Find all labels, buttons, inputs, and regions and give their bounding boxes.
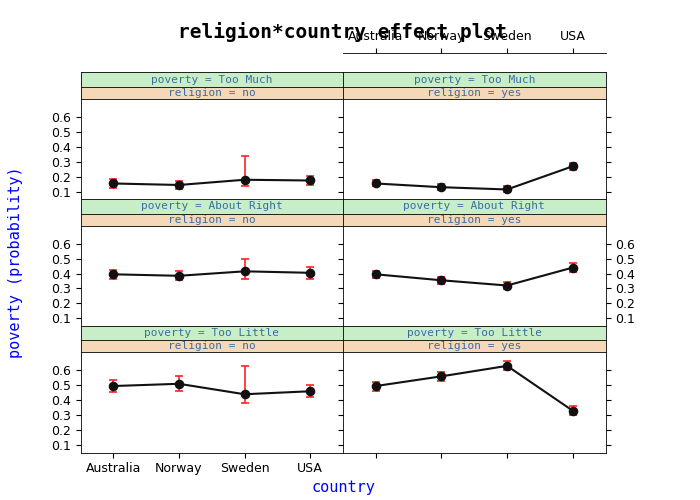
Point <box>174 181 185 189</box>
Text: religion = no: religion = no <box>168 214 256 224</box>
Point <box>239 176 250 184</box>
Point <box>108 382 119 390</box>
Point <box>436 372 447 380</box>
Point <box>304 176 316 184</box>
Point <box>108 180 119 188</box>
Text: poverty = Too Much: poverty = Too Much <box>414 75 535 85</box>
Point <box>304 388 316 396</box>
Text: religion = yes: religion = yes <box>427 214 522 224</box>
Point <box>436 276 447 284</box>
Point <box>370 180 382 188</box>
Point <box>174 272 185 280</box>
Point <box>567 406 578 414</box>
Text: religion = yes: religion = yes <box>427 88 522 98</box>
Point <box>239 390 250 398</box>
Point <box>567 264 578 272</box>
Text: poverty (probability): poverty (probability) <box>8 166 23 358</box>
Text: poverty = About Right: poverty = About Right <box>403 202 545 211</box>
Point <box>174 380 185 388</box>
Text: religion = no: religion = no <box>168 88 256 98</box>
Text: religion = no: religion = no <box>168 342 256 351</box>
Point <box>501 186 512 194</box>
Point <box>108 270 119 278</box>
Point <box>370 382 382 390</box>
Text: poverty = Too Little: poverty = Too Little <box>407 328 542 338</box>
Point <box>436 183 447 191</box>
Point <box>304 269 316 277</box>
Text: poverty = About Right: poverty = About Right <box>141 202 283 211</box>
Text: religion = yes: religion = yes <box>427 342 522 351</box>
Text: poverty = Too Much: poverty = Too Much <box>151 75 272 85</box>
Text: poverty = Too Little: poverty = Too Little <box>144 328 279 338</box>
Point <box>501 282 512 290</box>
Point <box>239 268 250 276</box>
Point <box>370 270 382 278</box>
Text: country: country <box>311 480 375 495</box>
Point <box>567 162 578 170</box>
Point <box>501 362 512 370</box>
Text: religion*country effect plot: religion*country effect plot <box>178 22 508 42</box>
